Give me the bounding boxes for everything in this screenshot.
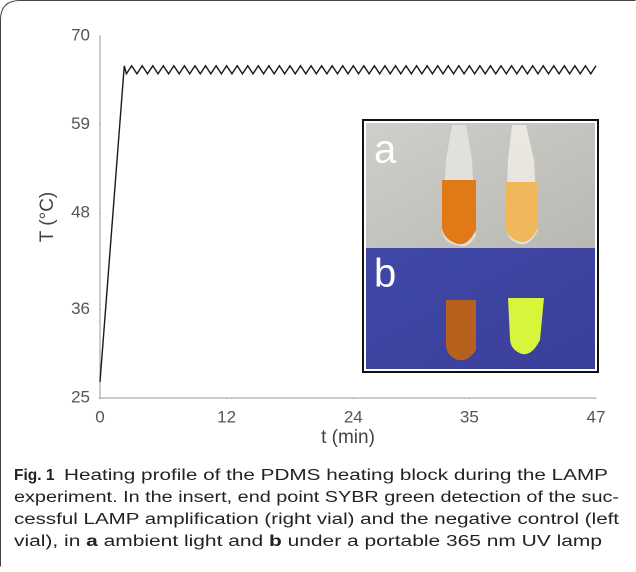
vial-liquid: [446, 300, 476, 361]
caption-line: experiment. In the insert, end point SYB…: [14, 489, 619, 506]
y-tick-label: 59: [71, 114, 90, 133]
caption-text: under a portable 365 nm UV lamp: [282, 533, 602, 550]
caption-text: b: [269, 533, 282, 550]
caption: Fig. 1 Heating profile of the PDMS heati…: [14, 467, 620, 550]
caption-text: a: [86, 533, 98, 550]
insert-label: a: [374, 128, 397, 172]
caption-line: vial), in a ambient light and b under a …: [14, 533, 602, 550]
plot: 25 36 48 59 70 0 12 24 35 47: [71, 25, 605, 426]
insert-label: b: [374, 252, 396, 296]
vial-liquid: [508, 298, 544, 355]
vial-liquid: [506, 182, 538, 243]
caption-line: Heating profile of the PDMS heating bloc…: [64, 467, 608, 484]
y-tick-label: 70: [71, 25, 90, 44]
x-tick-label: 12: [217, 407, 236, 426]
temperature-line: [99, 64, 597, 382]
vial-liquid: [442, 180, 476, 245]
photo-uv: [366, 248, 595, 369]
caption-line: cessful LAMP amplification (right vial) …: [14, 511, 620, 528]
x-tick-label: 24: [344, 407, 363, 426]
y-axis-label: T (°C): [37, 192, 58, 243]
caption-text: ambient light and: [98, 533, 269, 550]
x-tick-label: 35: [460, 407, 479, 426]
x-tick-label: 47: [587, 407, 606, 426]
x-tick-label: 0: [95, 407, 104, 426]
photo-ambient: [366, 123, 595, 248]
y-tick-label: 48: [71, 202, 90, 221]
caption-label: Fig. 1: [14, 467, 55, 484]
y-tick-label: 36: [71, 299, 90, 318]
x-axis-label: t (min): [321, 427, 375, 448]
caption-text: vial), in: [14, 533, 86, 550]
y-tick-label: 25: [71, 387, 90, 406]
insert: a b: [362, 119, 599, 373]
